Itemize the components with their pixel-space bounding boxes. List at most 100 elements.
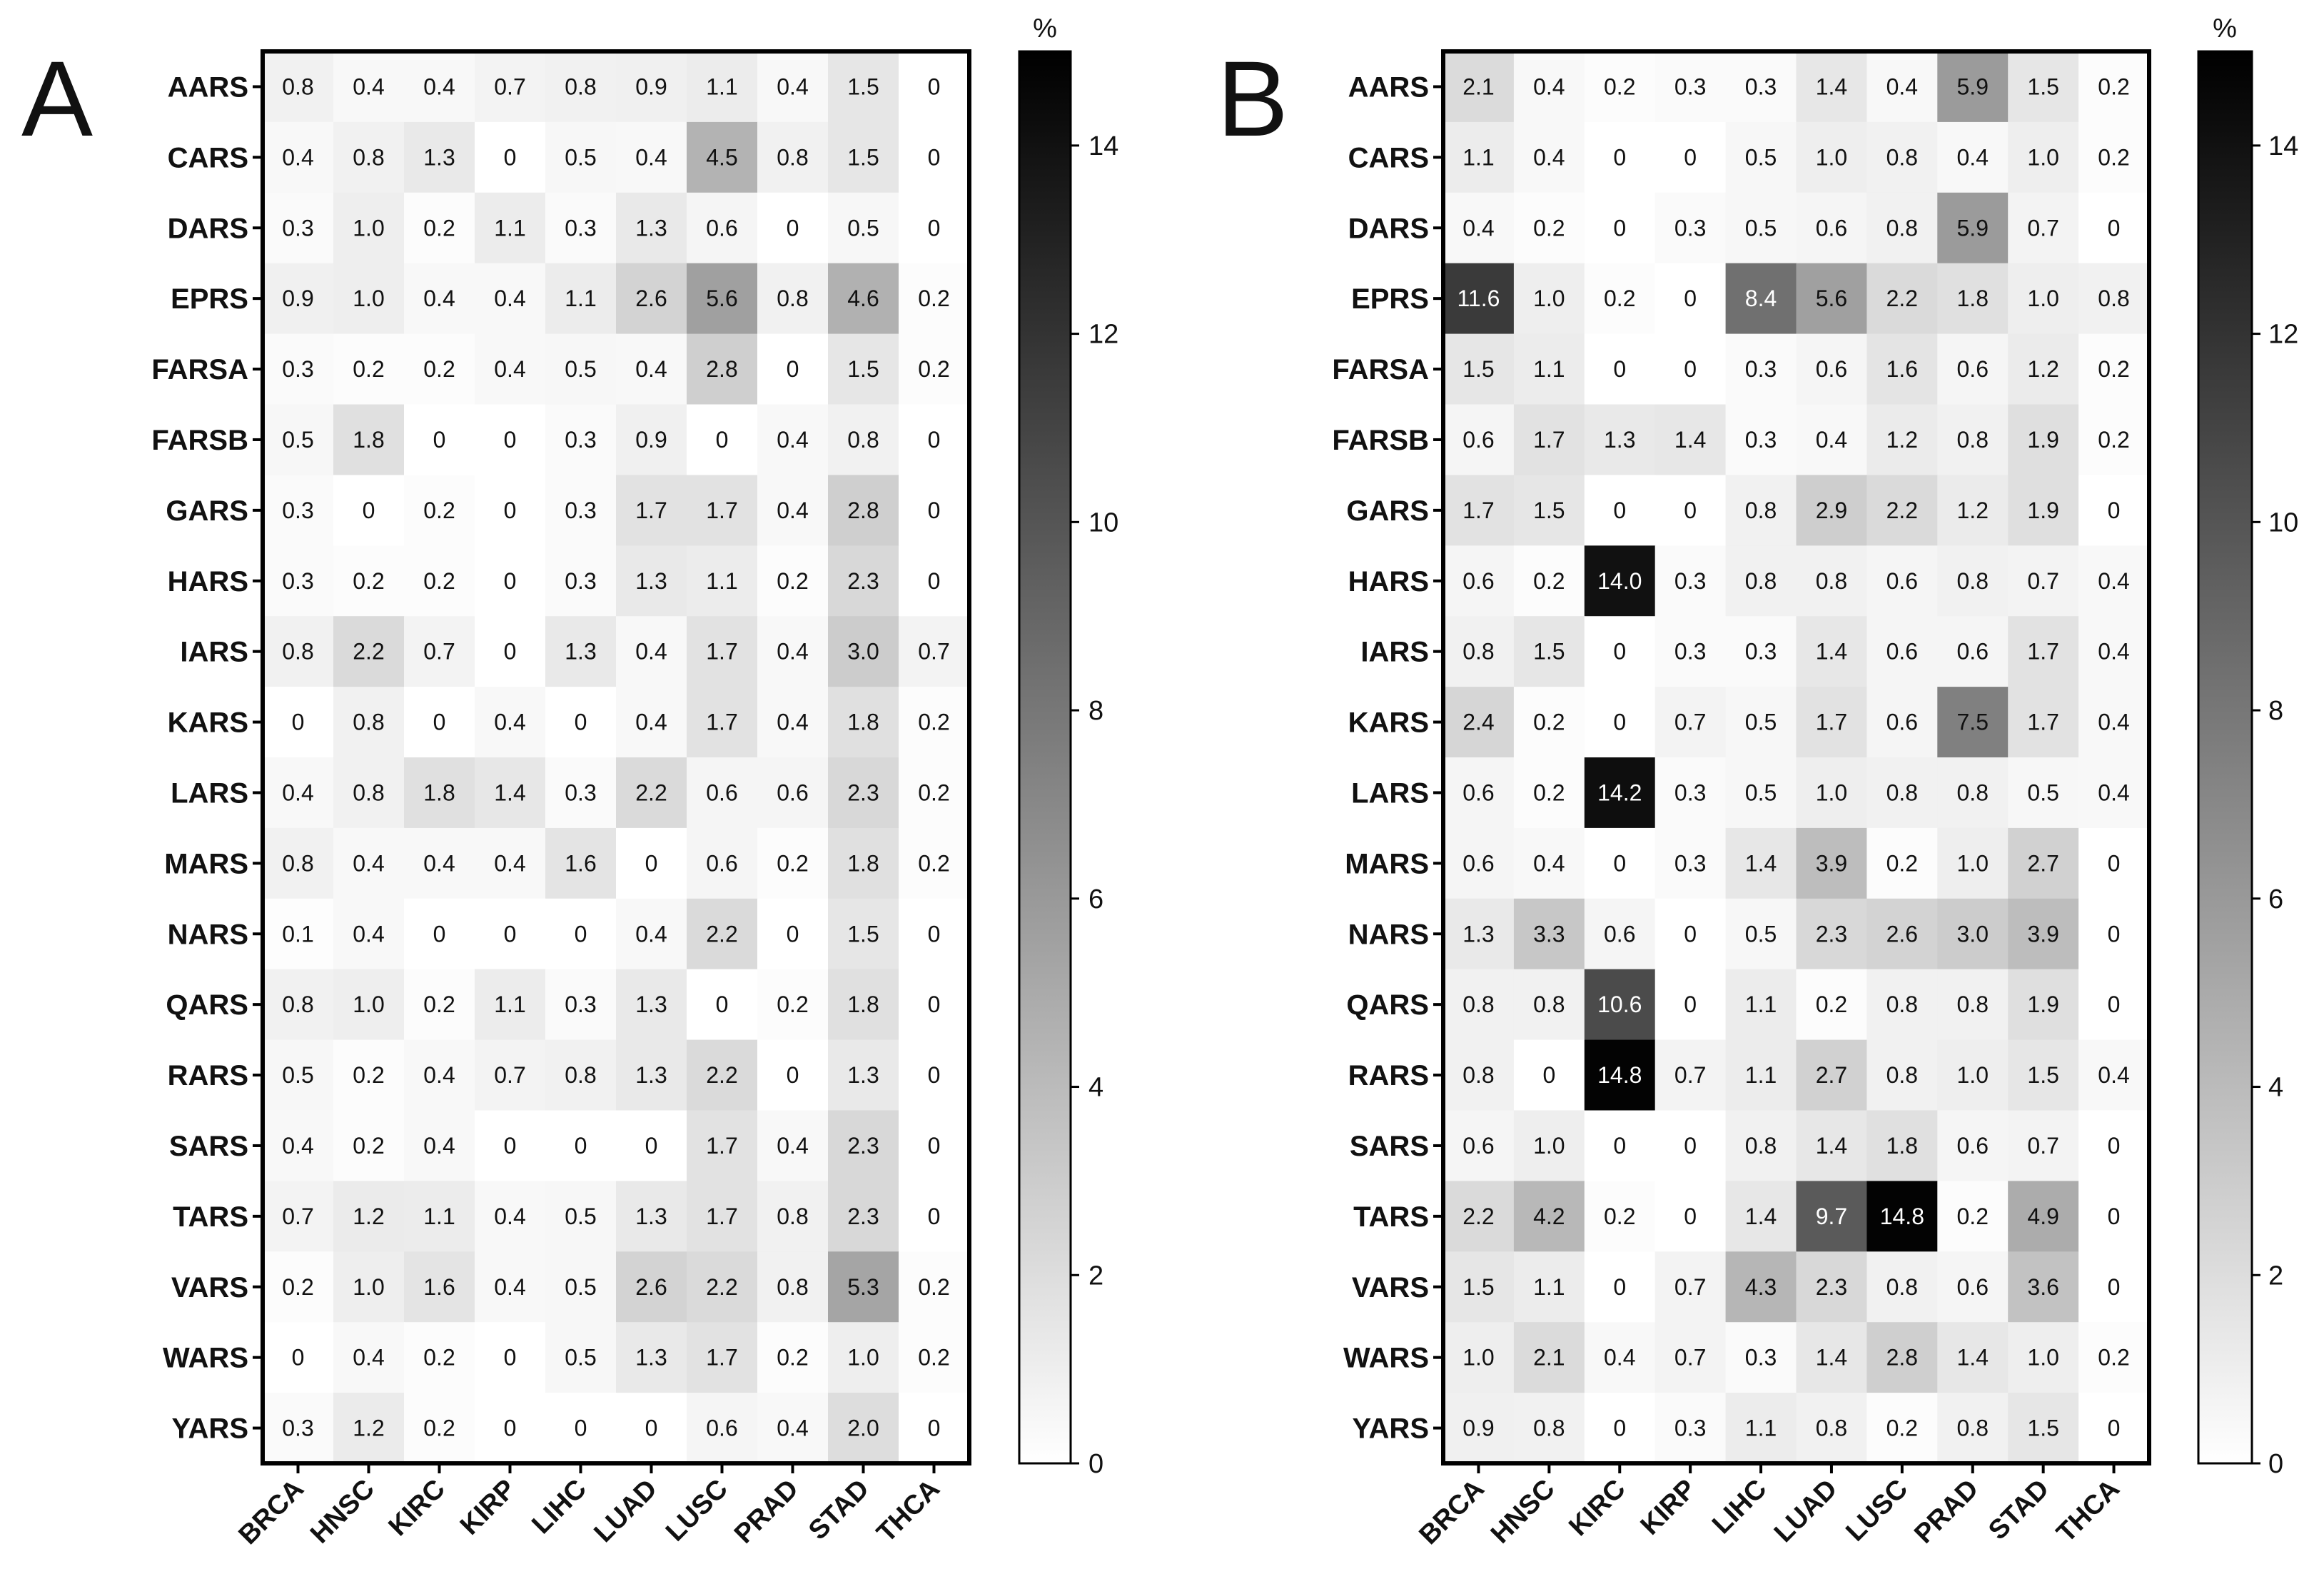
cell-value-label: 1.1 [1533,1274,1565,1300]
cell-value-label: 0.4 [423,74,455,99]
cell-value-label: 0.2 [1957,1204,1989,1229]
heatmap-cell [2008,616,2079,687]
cell-value-label: 2.2 [706,1062,737,1088]
heatmap-cell [2008,121,2079,193]
cell-value-label: 2.8 [847,498,879,523]
heatmap-cell [899,1393,970,1464]
heatmap-cell [1725,1322,1797,1393]
heatmap-cell [2078,51,2150,123]
heatmap-cell [1866,192,1938,264]
cell-value-label: 1.5 [1533,639,1565,665]
cell-value-label: 1.8 [423,780,455,805]
heatmap-cell [828,969,899,1041]
heatmap-cell [1443,1110,1515,1181]
heatmap-cell [687,51,758,123]
row-label: AARS [168,71,248,103]
heatmap-cell [1654,757,1727,829]
cell-value-label: 1.0 [2027,144,2058,170]
heatmap-cell [1443,263,1515,335]
heatmap-cell [616,687,687,758]
heatmap-cell [333,616,405,687]
cell-value-label: 0.4 [777,710,808,735]
heatmap-cell [1654,51,1727,123]
cell-value-label: 0.3 [1745,356,1777,382]
heatmap-cell [2008,1181,2079,1252]
cell-value-label: 0.8 [1886,215,1918,241]
heatmap-cell [616,1181,687,1252]
heatmap-cell [2008,192,2079,264]
cell-value-label: 0.8 [1816,568,1847,594]
heatmap-cell [1584,969,1656,1041]
cell-value-label: 1.0 [353,992,384,1017]
cell-value-label: 0.6 [706,215,737,241]
row-label: QARS [166,989,248,1021]
row-label: SARS [1350,1131,1429,1162]
row-label: CARS [1348,142,1429,173]
heatmap-cell [1654,1110,1727,1181]
heatmap-cell [687,475,758,546]
cell-value-label: 0.2 [423,1416,455,1441]
heatmap-cell [1796,757,1867,829]
colorbar-tick-label: 12 [1088,320,1118,350]
heatmap-cell [1725,545,1797,617]
cell-value-label: 0.2 [353,1062,384,1088]
heatmap-cell [1725,192,1797,264]
heatmap-cell [757,263,829,335]
colorbar-tick-label: 10 [2268,508,2298,538]
heatmap-cell [757,121,829,193]
heatmap-cell [2008,898,2079,970]
heatmap-cell [1796,1393,1867,1464]
heatmap-cell [1725,687,1797,758]
colorbar-tick-label: 0 [1088,1449,1103,1479]
heatmap-cell [404,333,475,405]
heatmap-cell [1796,898,1867,970]
row-label: KARS [1348,707,1429,739]
heatmap-cell [1796,1181,1867,1252]
heatmap-cell [1584,827,1656,899]
cell-value-label: 0 [504,568,517,594]
cell-value-label: 1.8 [847,710,879,735]
heatmap-cell [757,687,829,758]
cell-value-label: 0.4 [282,1133,313,1159]
cell-value-label: 1.7 [706,1133,737,1159]
cell-value-label: 0.6 [1816,215,1847,241]
heatmap-cell [2078,545,2150,617]
heatmap-cell [616,1039,687,1111]
cell-value-label: 0.4 [635,921,667,947]
cell-value-label: 0.8 [1886,1062,1918,1088]
cell-value-label: 1.0 [353,286,384,311]
heatmap-cell [2078,263,2150,335]
heatmap-cell [263,898,334,970]
heatmap-cell [475,121,546,193]
cell-value-label: 5.6 [706,286,737,311]
column-label: KIRC [1563,1474,1631,1542]
cell-value-label: 0 [1613,710,1626,735]
panel-label: A [21,39,93,158]
cell-value-label: 0 [504,1345,517,1371]
cell-value-label: 0.6 [1604,921,1635,947]
cell-value-label: 0.3 [565,780,596,805]
heatmap-cell [899,404,970,475]
heatmap-cell [757,969,829,1041]
cell-value-label: 0.2 [1816,992,1847,1017]
cell-value-label: 4.3 [1745,1274,1777,1300]
cell-value-label: 1.4 [1816,1345,1847,1371]
cell-value-label: 1.8 [353,427,384,453]
cell-value-label: 0 [1684,286,1697,311]
cell-value-label: 0 [292,710,305,735]
heatmap-cell [1584,121,1656,193]
heatmap-cell [687,121,758,193]
heatmap-cell [475,475,546,546]
cell-value-label: 0 [1613,498,1626,523]
cell-value-label: 0.5 [1745,710,1777,735]
row-label: RARS [1348,1060,1429,1091]
heatmap-cell [1725,1039,1797,1111]
heatmap-cell [828,475,899,546]
cell-value-label: 0.4 [282,144,313,170]
heatmap-cell [1796,121,1867,193]
cell-value-label: 4.5 [706,144,737,170]
heatmap-cell [2008,827,2079,899]
cell-value-label: 1.3 [635,1204,667,1229]
cell-value-label: 0.8 [353,144,384,170]
heatmap-cell [1443,969,1515,1041]
